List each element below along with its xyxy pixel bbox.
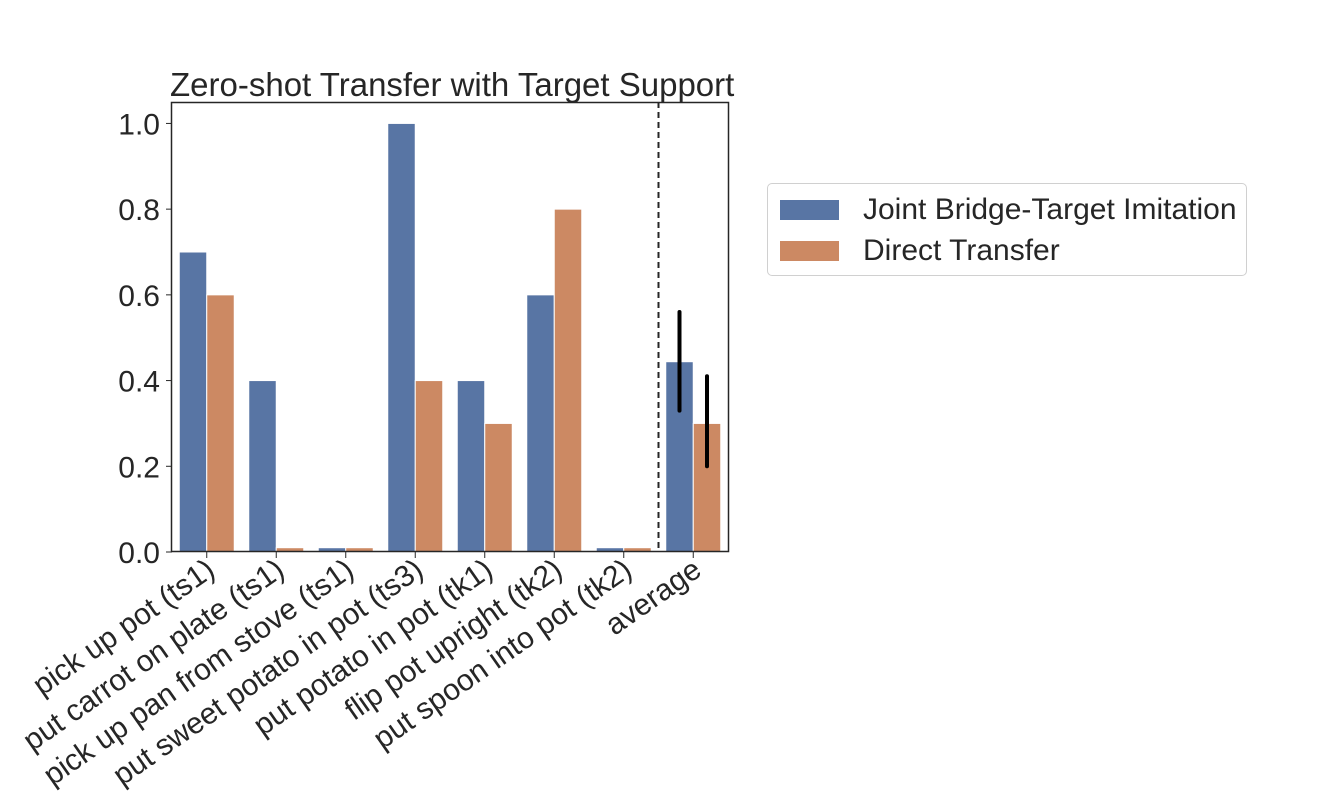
bar-direct-4: [484, 422, 513, 553]
bar-joint-4: [456, 380, 486, 553]
legend-item-direct: Direct Transfer: [780, 231, 1060, 271]
y-tick-label-1: 0.2: [118, 451, 160, 484]
bar-joint-1: [248, 380, 277, 553]
y-tick-label-3: 0.6: [118, 280, 160, 313]
bar-joint-5: [526, 294, 555, 553]
legend-label-direct: Direct Transfer: [863, 234, 1060, 267]
y-tick-label-2: 0.4: [118, 366, 160, 399]
plot-frame: [170, 101, 730, 553]
bars-group: [178, 122, 722, 553]
y-tick-label-4: 0.8: [118, 194, 160, 227]
bar-joint-3: [387, 122, 416, 553]
bar-direct-3: [414, 380, 444, 553]
legend-item-joint: Joint Bridge-Target Imitation: [780, 190, 1237, 230]
legend-label-joint: Joint Bridge-Target Imitation: [863, 193, 1237, 226]
y-tick-label-5: 1.0: [118, 108, 160, 141]
legend: Joint Bridge-Target Imitation Direct Tra…: [767, 183, 1247, 276]
bar-joint-0: [178, 251, 208, 553]
y-tick-label-0: 0.0: [118, 537, 160, 570]
legend-swatch-direct: [780, 241, 839, 261]
legend-swatch-joint: [780, 200, 839, 220]
bar-direct-0: [206, 294, 235, 553]
x-axis: pick up pot (ts1)put carrot on plate (ts…: [17, 552, 707, 792]
y-axis: 0.0 0.2 0.4 0.6 0.8 1.0: [118, 108, 172, 570]
error-bars-group: [677, 310, 709, 469]
chart-title: Zero-shot Transfer with Target Support: [170, 66, 734, 103]
bar-direct-5: [553, 208, 583, 553]
